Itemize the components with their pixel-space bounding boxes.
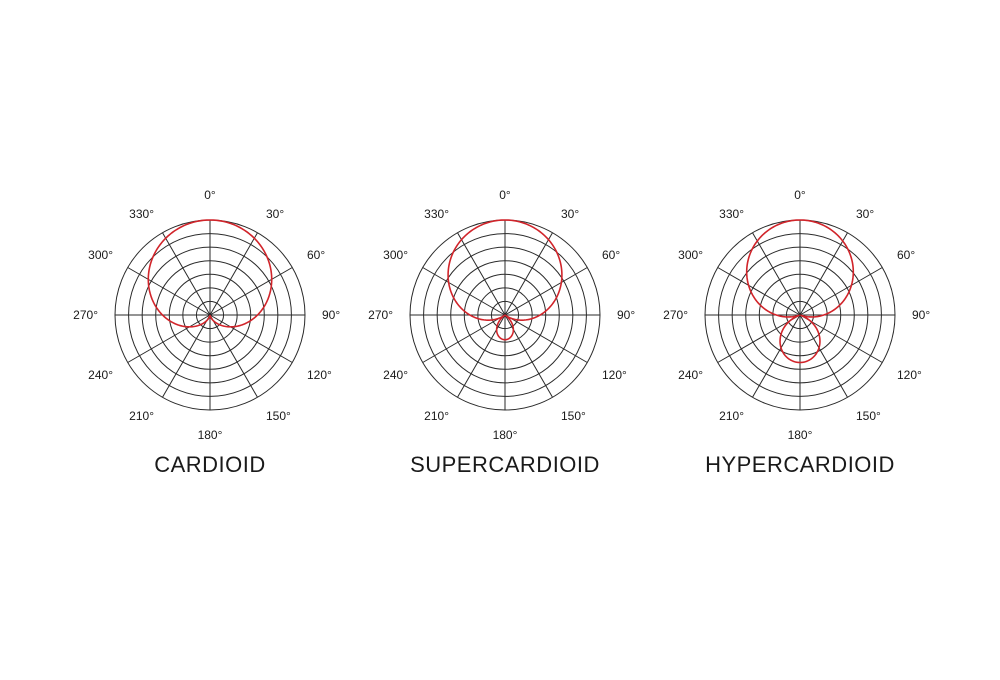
polar-svg-hypercardioid: 0°30°60°90°120°150°180°210°240°270°300°3… xyxy=(670,185,930,445)
svg-text:90°: 90° xyxy=(912,308,930,322)
svg-text:30°: 30° xyxy=(266,207,284,221)
svg-text:270°: 270° xyxy=(663,308,688,322)
svg-text:210°: 210° xyxy=(424,409,449,423)
svg-text:210°: 210° xyxy=(129,409,154,423)
svg-text:0°: 0° xyxy=(204,188,216,202)
svg-text:300°: 300° xyxy=(88,248,113,262)
figure-container: { "figure": { "width": 1000, "height": 6… xyxy=(0,0,1000,680)
chart-title-hypercardioid: HYPERCARDIOID xyxy=(670,452,930,478)
svg-text:240°: 240° xyxy=(88,368,113,382)
polar-chart-hypercardioid: 0°30°60°90°120°150°180°210°240°270°300°3… xyxy=(670,185,930,445)
svg-text:120°: 120° xyxy=(897,368,922,382)
svg-text:60°: 60° xyxy=(602,248,620,262)
svg-text:330°: 330° xyxy=(129,207,154,221)
chart-title-supercardioid: SUPERCARDIOID xyxy=(375,452,635,478)
polar-chart-cardioid: 0°30°60°90°120°150°180°210°240°270°300°3… xyxy=(80,185,340,445)
svg-text:210°: 210° xyxy=(719,409,744,423)
svg-text:30°: 30° xyxy=(561,207,579,221)
svg-text:60°: 60° xyxy=(307,248,325,262)
svg-text:90°: 90° xyxy=(322,308,340,322)
svg-text:120°: 120° xyxy=(602,368,627,382)
svg-text:180°: 180° xyxy=(198,428,223,442)
polar-chart-supercardioid: 0°30°60°90°120°150°180°210°240°270°300°3… xyxy=(375,185,635,445)
svg-text:90°: 90° xyxy=(617,308,635,322)
svg-text:150°: 150° xyxy=(266,409,291,423)
svg-text:300°: 300° xyxy=(383,248,408,262)
svg-text:330°: 330° xyxy=(719,207,744,221)
svg-text:240°: 240° xyxy=(383,368,408,382)
svg-text:180°: 180° xyxy=(493,428,518,442)
polar-svg-supercardioid: 0°30°60°90°120°150°180°210°240°270°300°3… xyxy=(375,185,635,445)
svg-text:270°: 270° xyxy=(73,308,98,322)
svg-text:0°: 0° xyxy=(794,188,806,202)
svg-text:240°: 240° xyxy=(678,368,703,382)
svg-text:0°: 0° xyxy=(499,188,511,202)
chart-title-cardioid: CARDIOID xyxy=(80,452,340,478)
svg-text:180°: 180° xyxy=(788,428,813,442)
svg-text:60°: 60° xyxy=(897,248,915,262)
svg-text:120°: 120° xyxy=(307,368,332,382)
svg-text:150°: 150° xyxy=(561,409,586,423)
svg-text:30°: 30° xyxy=(856,207,874,221)
svg-text:300°: 300° xyxy=(678,248,703,262)
svg-text:270°: 270° xyxy=(368,308,393,322)
svg-text:150°: 150° xyxy=(856,409,881,423)
svg-text:330°: 330° xyxy=(424,207,449,221)
polar-svg-cardioid: 0°30°60°90°120°150°180°210°240°270°300°3… xyxy=(80,185,340,445)
